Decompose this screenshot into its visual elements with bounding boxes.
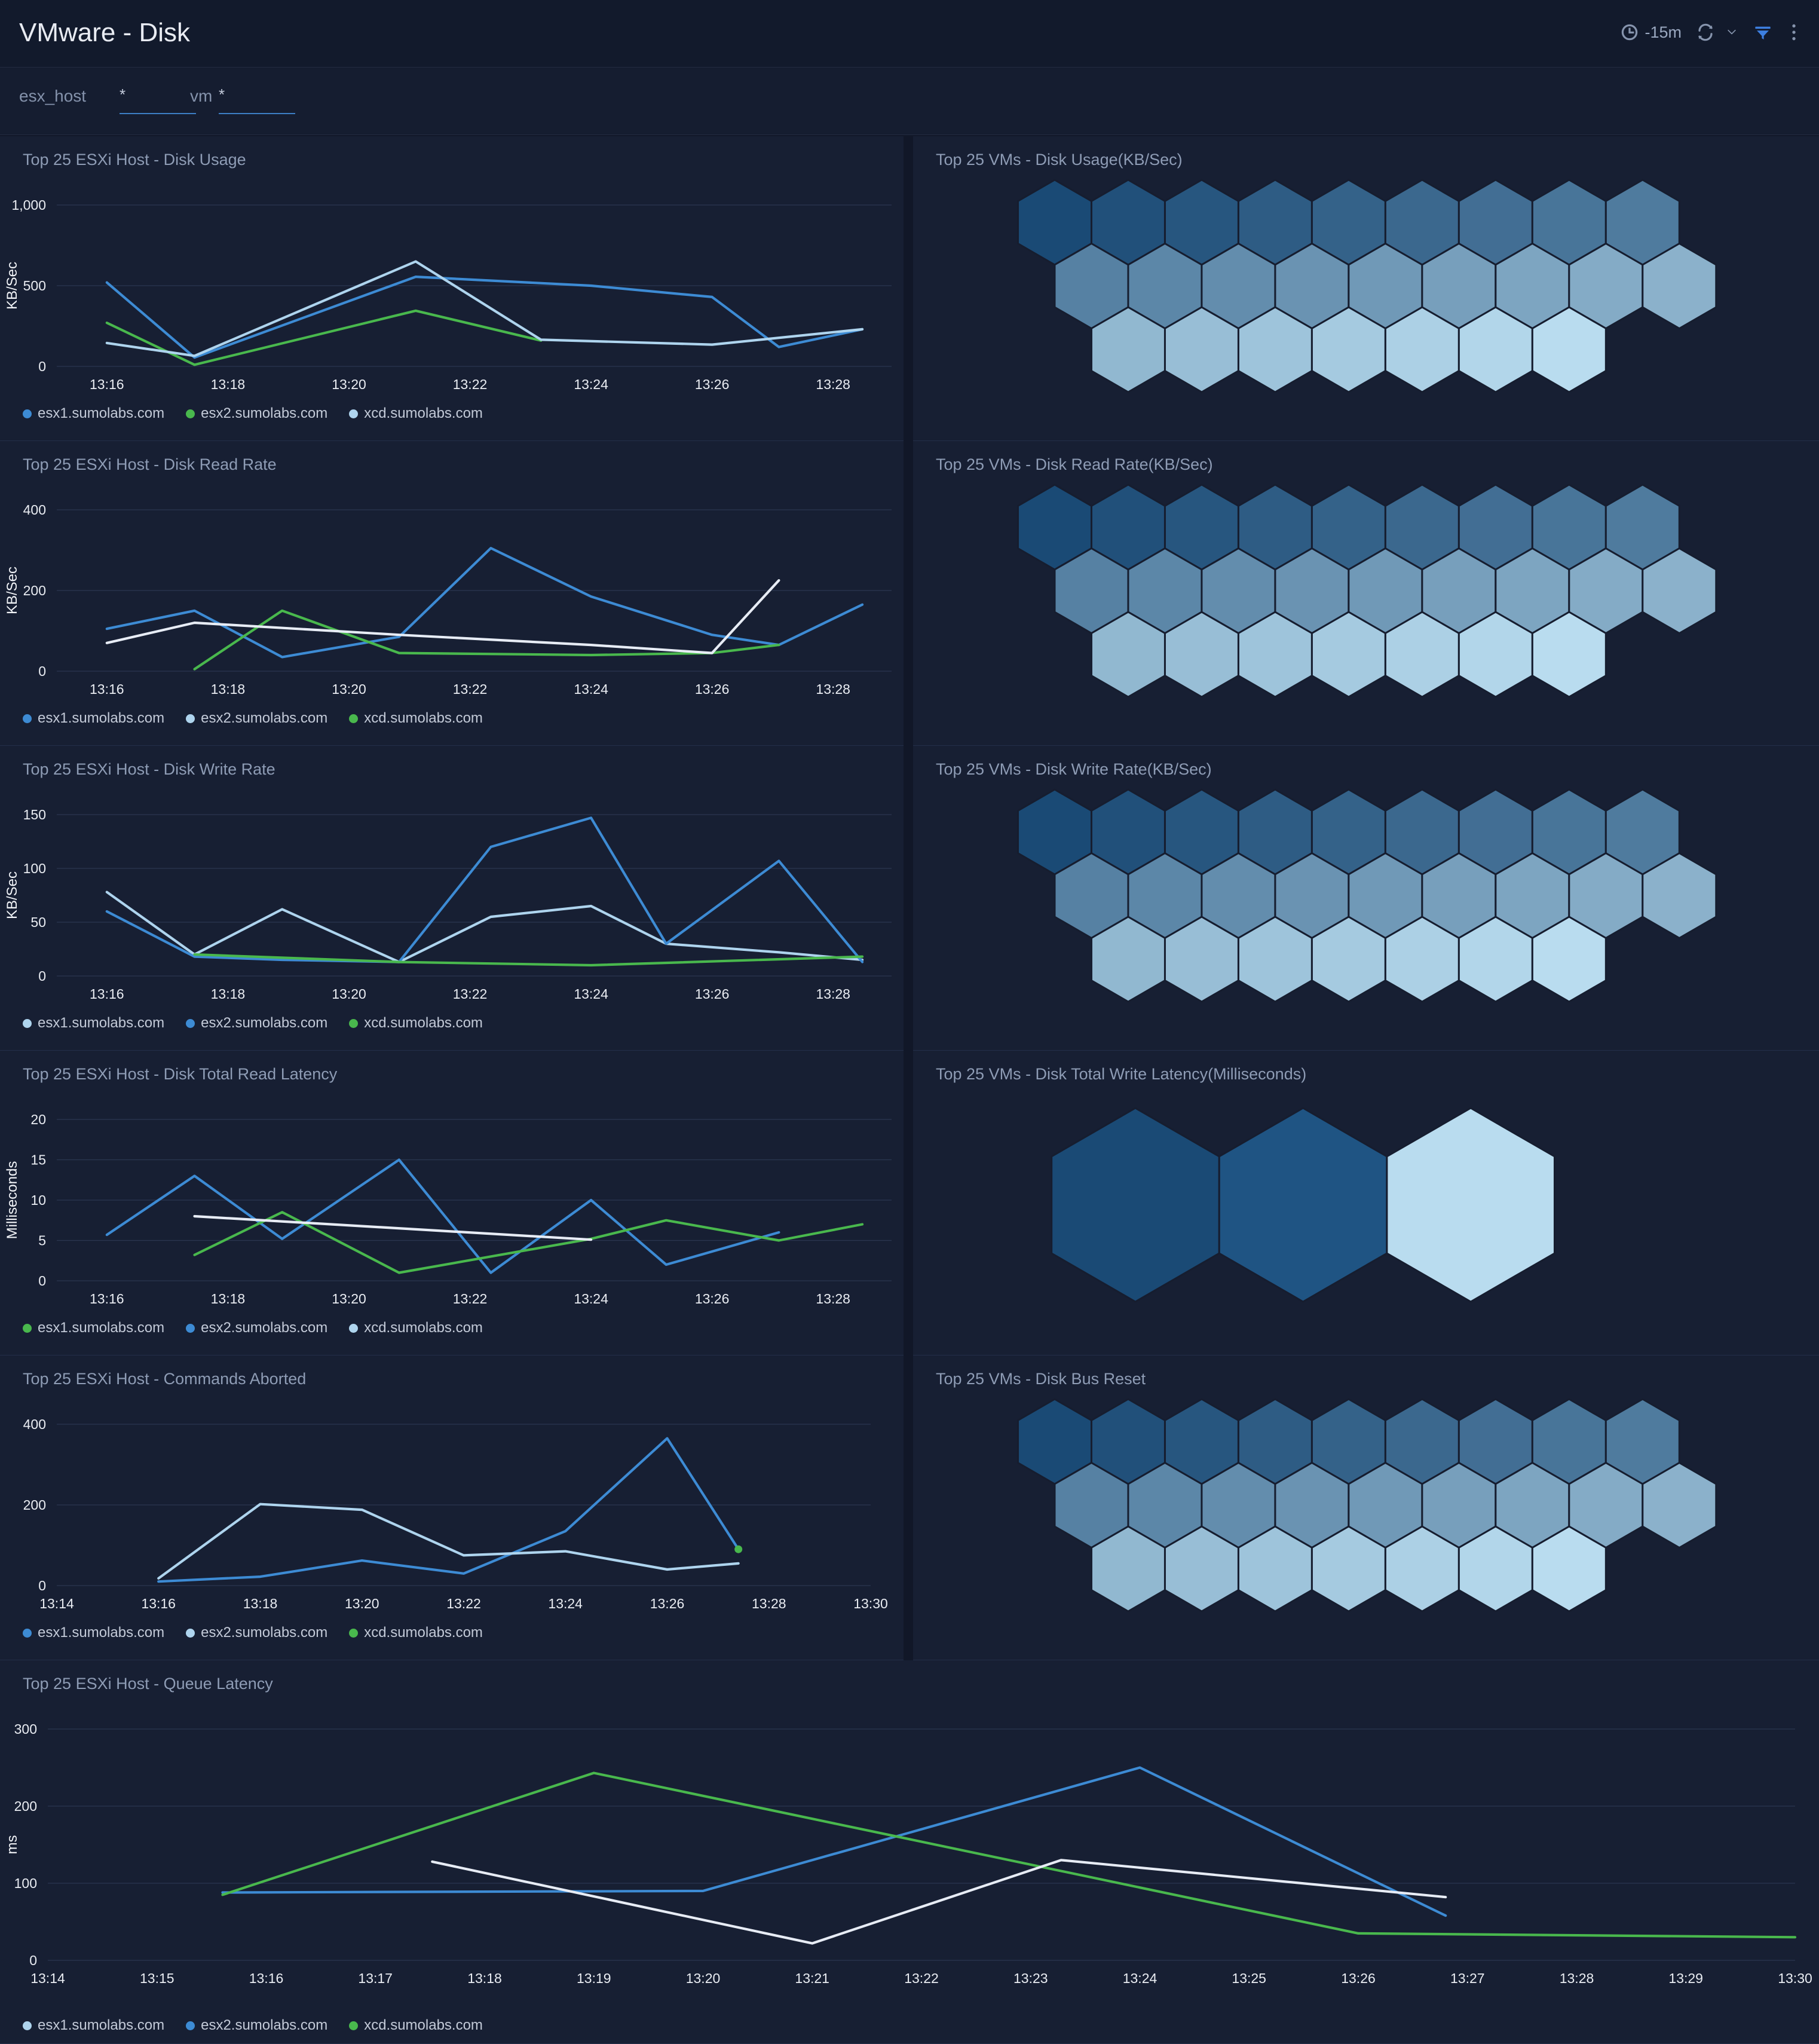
svg-text:13:16: 13:16 [90, 986, 124, 1002]
svg-text:Milliseconds: Milliseconds [4, 1161, 20, 1240]
svg-text:200: 200 [14, 1798, 37, 1814]
svg-text:13:24: 13:24 [574, 1291, 608, 1306]
svg-text:15: 15 [30, 1152, 46, 1168]
svg-text:13:22: 13:22 [904, 1970, 939, 1986]
svg-text:13:23: 13:23 [1013, 1970, 1048, 1986]
svg-text:13:26: 13:26 [695, 377, 730, 392]
svg-text:13:18: 13:18 [211, 1291, 246, 1306]
svg-text:100: 100 [23, 861, 46, 876]
svg-text:KB/Sec: KB/Sec [4, 871, 20, 919]
svg-text:20: 20 [30, 1112, 46, 1127]
svg-text:13:24: 13:24 [548, 1596, 583, 1611]
svg-text:13:26: 13:26 [650, 1596, 685, 1611]
svg-text:13:21: 13:21 [795, 1970, 829, 1986]
svg-text:13:24: 13:24 [574, 681, 608, 697]
svg-text:0: 0 [38, 1578, 46, 1593]
svg-text:13:20: 13:20 [332, 986, 366, 1002]
svg-text:50: 50 [30, 914, 46, 930]
svg-text:13:26: 13:26 [695, 986, 730, 1002]
svg-text:13:25: 13:25 [1232, 1970, 1266, 1986]
svg-text:13:18: 13:18 [211, 377, 246, 392]
svg-text:0: 0 [38, 1273, 46, 1289]
svg-text:13:20: 13:20 [686, 1970, 721, 1986]
svg-text:13:18: 13:18 [243, 1596, 278, 1611]
svg-text:13:26: 13:26 [695, 681, 730, 697]
svg-text:13:29: 13:29 [1668, 1970, 1703, 1986]
svg-text:300: 300 [14, 1721, 37, 1737]
svg-text:13:17: 13:17 [358, 1970, 393, 1986]
svg-text:13:16: 13:16 [249, 1970, 284, 1986]
svg-text:0: 0 [38, 968, 46, 984]
svg-text:13:24: 13:24 [574, 986, 608, 1002]
svg-text:10: 10 [30, 1192, 46, 1208]
svg-text:13:14: 13:14 [39, 1596, 74, 1611]
svg-text:1,000: 1,000 [11, 197, 46, 213]
svg-text:13:22: 13:22 [446, 1596, 481, 1611]
svg-text:13:30: 13:30 [853, 1596, 888, 1611]
svg-text:13:14: 13:14 [30, 1970, 65, 1986]
svg-text:KB/Sec: KB/Sec [4, 262, 20, 310]
svg-text:13:28: 13:28 [816, 681, 850, 697]
svg-text:13:16: 13:16 [90, 1291, 124, 1306]
svg-text:13:30: 13:30 [1778, 1970, 1812, 1986]
svg-text:13:22: 13:22 [453, 681, 488, 697]
svg-text:0: 0 [38, 663, 46, 679]
svg-text:13:20: 13:20 [345, 1596, 379, 1611]
svg-text:13:24: 13:24 [574, 377, 608, 392]
svg-text:150: 150 [23, 807, 46, 822]
svg-text:13:22: 13:22 [453, 377, 488, 392]
svg-text:400: 400 [23, 502, 46, 518]
svg-text:200: 200 [23, 1497, 46, 1513]
svg-text:500: 500 [23, 278, 46, 293]
svg-text:13:22: 13:22 [453, 986, 488, 1002]
svg-text:5: 5 [38, 1233, 46, 1249]
svg-text:ms: ms [4, 1835, 20, 1855]
svg-text:400: 400 [23, 1416, 46, 1432]
svg-text:0: 0 [38, 359, 46, 374]
svg-text:13:18: 13:18 [211, 986, 246, 1002]
svg-text:13:24: 13:24 [1123, 1970, 1157, 1986]
svg-text:13:16: 13:16 [90, 681, 124, 697]
svg-text:100: 100 [14, 1875, 37, 1891]
svg-text:13:16: 13:16 [90, 377, 124, 392]
svg-text:0: 0 [29, 1953, 37, 1968]
svg-text:13:20: 13:20 [332, 1291, 366, 1306]
svg-text:KB/Sec: KB/Sec [4, 567, 20, 614]
svg-text:13:27: 13:27 [1450, 1970, 1485, 1986]
svg-text:13:15: 13:15 [140, 1970, 174, 1986]
svg-text:200: 200 [23, 583, 46, 598]
svg-text:13:20: 13:20 [332, 681, 366, 697]
svg-text:13:28: 13:28 [816, 986, 850, 1002]
svg-text:13:26: 13:26 [695, 1291, 730, 1306]
svg-text:13:19: 13:19 [577, 1970, 611, 1986]
svg-text:13:28: 13:28 [752, 1596, 786, 1611]
svg-text:13:26: 13:26 [1341, 1970, 1376, 1986]
svg-text:13:16: 13:16 [141, 1596, 176, 1611]
svg-text:13:22: 13:22 [453, 1291, 488, 1306]
svg-text:13:18: 13:18 [467, 1970, 502, 1986]
svg-text:13:28: 13:28 [1560, 1970, 1594, 1986]
svg-text:13:20: 13:20 [332, 377, 366, 392]
svg-text:13:28: 13:28 [816, 377, 850, 392]
svg-text:13:28: 13:28 [816, 1291, 850, 1306]
svg-text:13:18: 13:18 [211, 681, 246, 697]
